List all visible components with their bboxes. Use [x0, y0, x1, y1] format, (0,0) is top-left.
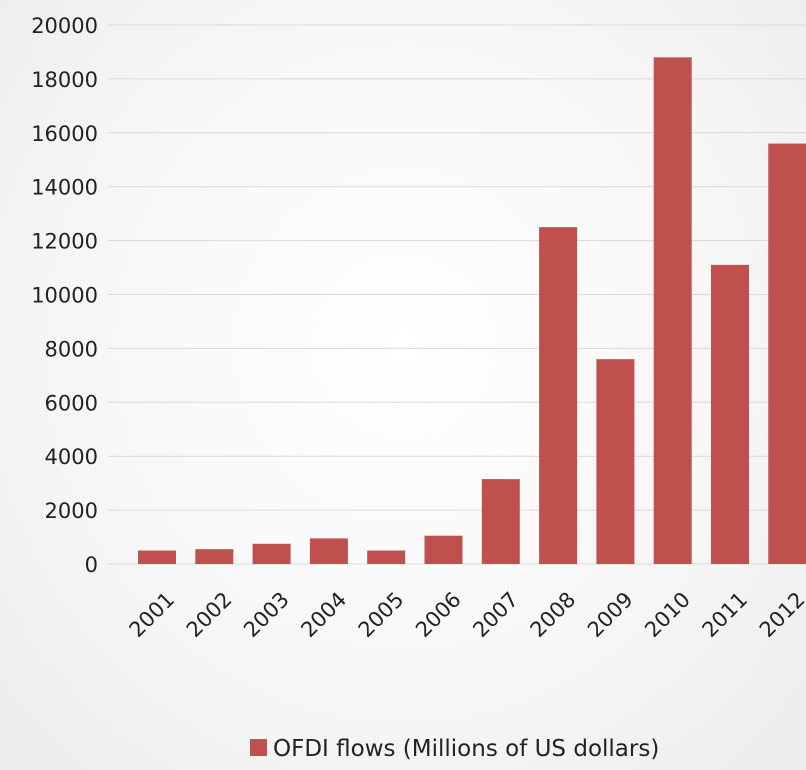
y-tick-label: 8000: [45, 337, 98, 361]
bar-2012: [768, 143, 806, 564]
x-tick-label: 2012: [755, 587, 806, 642]
x-tick-label: 2003: [239, 587, 294, 642]
gridlines: [108, 24, 806, 565]
legend-label: OFDI flows (Millions of US dollars): [273, 736, 659, 762]
bar-2003: [252, 543, 291, 564]
bar-2005: [367, 550, 406, 564]
x-tick-label: 2010: [640, 587, 695, 642]
y-tick-label: 14000: [31, 176, 98, 200]
bar-2004: [309, 538, 348, 564]
x-tick-label: 2002: [182, 587, 237, 642]
bar-2011: [711, 264, 749, 564]
x-tick-label: 2009: [583, 587, 638, 642]
x-tick-label: 2005: [354, 587, 409, 642]
legend: OFDI flows (Millions of US dollars): [250, 736, 659, 762]
bar-2010: [653, 57, 692, 565]
x-tick-label: 2008: [526, 587, 581, 642]
y-tick-label: 16000: [31, 122, 98, 146]
bars: [138, 57, 806, 565]
x-tick-label: 2004: [296, 587, 351, 642]
bar-2002: [195, 549, 234, 564]
bar-2001: [138, 550, 176, 564]
y-tick-label: 6000: [45, 391, 98, 415]
bar-2009: [596, 359, 635, 564]
y-tick-label: 18000: [31, 68, 98, 92]
y-tick-label: 4000: [45, 445, 98, 469]
y-tick-label: 0: [85, 553, 98, 577]
y-tick-label: 12000: [31, 230, 98, 254]
bar-2007: [481, 479, 520, 564]
x-tick-label: 2007: [468, 587, 523, 642]
y-tick-label: 10000: [31, 284, 98, 308]
x-axis-ticks: 2001 2002 2003 2004 2005 2006 2007 2008 2009 2010…: [125, 587, 806, 642]
x-tick-label: 2001: [125, 587, 180, 642]
y-axis-ticks: 0 2000 4000 6000 8000 10000 12000 14000 16000 180…: [31, 14, 98, 577]
x-tick-label: 2006: [411, 587, 466, 642]
legend-swatch: [250, 739, 267, 756]
bar-2008: [539, 227, 578, 564]
y-tick-label: 20000: [31, 14, 98, 38]
bar-2006: [424, 535, 463, 564]
x-tick-label: 2011: [698, 587, 753, 642]
y-tick-label: 2000: [45, 499, 98, 523]
